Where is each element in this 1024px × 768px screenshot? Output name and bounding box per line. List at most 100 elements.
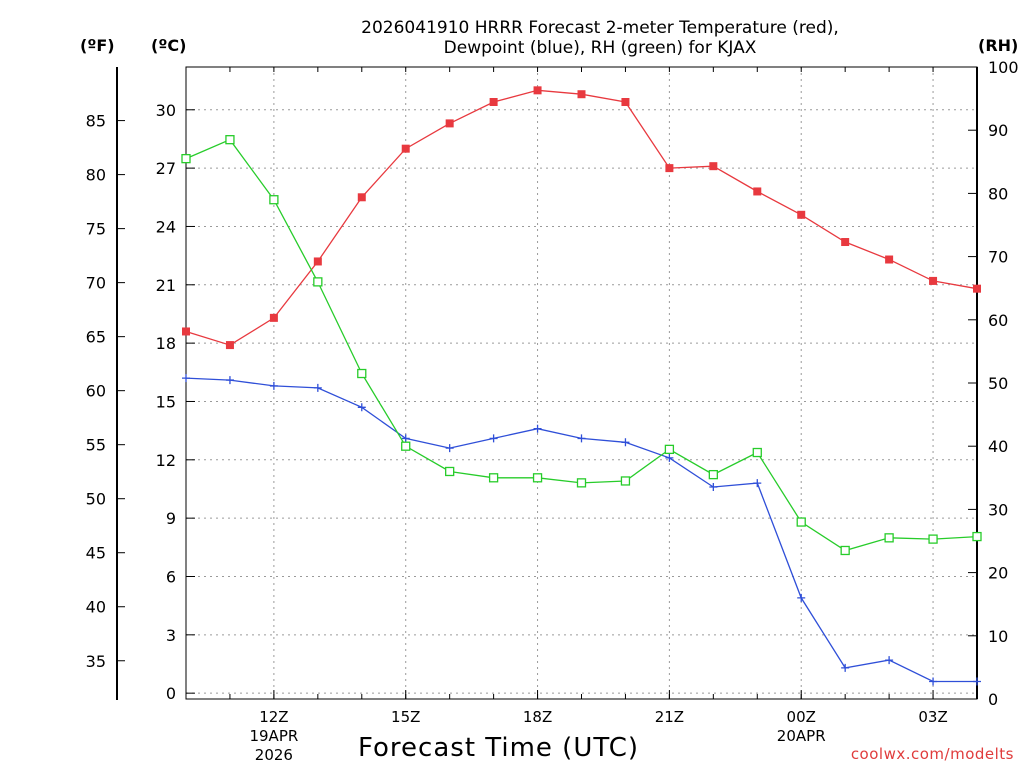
rh-tick-label: 90 (988, 121, 1008, 140)
x-tick-label: 15Z (391, 708, 420, 726)
f-tick-label: 35 (86, 652, 106, 671)
c-tick-label: 21 (156, 276, 176, 295)
dewpoint-point (709, 483, 718, 492)
temperature-point (357, 193, 366, 202)
f-tick-label: 80 (86, 166, 106, 185)
rh-tick-label: 10 (988, 627, 1008, 646)
dewpoint-point (489, 434, 498, 443)
temperature-point (577, 90, 586, 99)
celsius-unit-label: (ºC) (151, 36, 187, 55)
dewpoint-point (533, 424, 542, 433)
temperature-point (709, 162, 718, 171)
dewpoint-point (797, 593, 806, 602)
fahrenheit-unit-label: (ºF) (80, 36, 115, 55)
temperature-point (841, 238, 850, 247)
rh-tick-label: 20 (988, 564, 1008, 583)
f-tick-label: 50 (86, 490, 106, 509)
f-tick-label: 65 (86, 328, 106, 347)
x-tick-label: 18Z (523, 708, 552, 726)
temperature-point (621, 98, 630, 107)
x-tick-label: 21Z (655, 708, 684, 726)
rh-point (708, 469, 718, 480)
x-tick-date-label: 19APR (249, 727, 298, 745)
c-tick-label: 0 (166, 684, 176, 703)
rh-point (181, 153, 191, 164)
title-line-1: 2026041910 HRRR Forecast 2-meter Tempera… (361, 18, 839, 38)
rh-point (401, 441, 411, 451)
temperature-point (225, 341, 234, 350)
dewpoint-point (445, 444, 454, 453)
rh-point (576, 478, 587, 488)
dewpoint-line (185, 377, 977, 683)
temperature-point (533, 86, 542, 95)
temperature-line (185, 89, 978, 346)
temperature-point (313, 257, 322, 266)
rh-line (185, 138, 978, 552)
rh-point (313, 277, 323, 287)
dewpoint-point (577, 434, 586, 443)
x-tick-label: 12Z (259, 708, 288, 726)
rh-tick-label: 60 (988, 311, 1008, 330)
dewpoint-point (401, 434, 410, 443)
f-tick-label: 75 (86, 220, 106, 239)
rh-point (884, 533, 894, 543)
c-tick-label: 15 (156, 392, 176, 411)
rh-point (840, 545, 850, 556)
dewpoint-point (269, 381, 278, 390)
rh-point (796, 517, 806, 527)
dewpoint-point (973, 677, 981, 686)
c-tick-label: 6 (166, 567, 176, 586)
c-tick-label: 27 (156, 159, 176, 178)
dewpoint-point (841, 663, 850, 672)
temperature-point (797, 210, 806, 219)
dewpoint-point (885, 656, 894, 665)
rh-tick-label: 0 (988, 690, 998, 709)
rh-point (972, 531, 982, 542)
temperature-point (885, 255, 894, 264)
rh-point (357, 368, 367, 379)
temperature-point (753, 187, 762, 196)
rh-unit-label: (RH) (978, 36, 1019, 55)
dewpoint-point (357, 403, 366, 412)
f-tick-label: 45 (86, 544, 106, 563)
rh-tick-label: 80 (988, 184, 1008, 203)
rh-point (225, 135, 235, 145)
credit-link[interactable]: coolwx.com/modelts (850, 745, 1014, 763)
f-tick-label: 70 (86, 274, 106, 293)
f-tick-label: 85 (86, 112, 106, 131)
rh-tick-label: 50 (988, 374, 1008, 393)
x-tick-label: 03Z (918, 708, 947, 726)
temperature-point (445, 119, 454, 128)
c-tick-label: 18 (156, 334, 176, 353)
chart-title: 2026041910 HRRR Forecast 2-meter Tempera… (220, 18, 980, 58)
rh-point (752, 447, 762, 458)
f-tick-label: 40 (86, 598, 106, 617)
rh-tick-label: 30 (988, 500, 1008, 519)
rh-point (269, 195, 279, 205)
dewpoint-point (621, 438, 630, 447)
temperature-point (973, 284, 981, 293)
c-tick-label: 24 (156, 217, 176, 236)
x-tick-date-label: 20APR (777, 727, 826, 745)
dewpoint-point (225, 376, 234, 385)
x-tick-year-label: 2026 (255, 746, 293, 764)
title-line-2: Dewpoint (blue), RH (green) for KJAX (443, 38, 757, 58)
rh-tick-label: 100 (988, 58, 1019, 77)
rh-point (532, 473, 543, 483)
dewpoint-point (313, 383, 322, 392)
rh-point (488, 473, 499, 483)
c-tick-label: 12 (156, 451, 176, 470)
plot-frame (185, 66, 978, 700)
f-tick-label: 55 (86, 436, 106, 455)
temperature-point (269, 313, 278, 322)
temperature-point (929, 276, 938, 285)
temperature-point (489, 98, 498, 107)
dewpoint-point (182, 374, 190, 383)
rh-point (620, 476, 631, 486)
temperature-point (401, 144, 410, 153)
rh-point (928, 534, 938, 544)
c-tick-label: 9 (166, 509, 176, 528)
c-tick-label: 30 (156, 101, 176, 120)
rh-point (445, 466, 455, 477)
